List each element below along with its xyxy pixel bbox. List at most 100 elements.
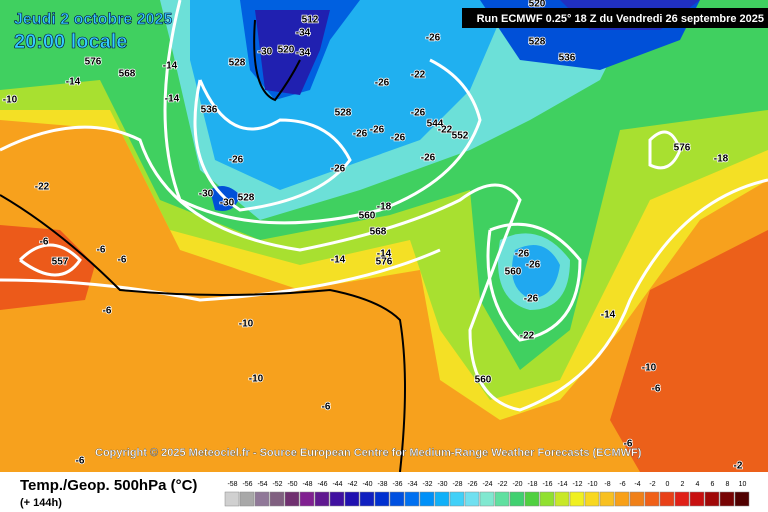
map-label: -2 [734,461,743,472]
map-label: -22 [520,331,535,342]
run: Run ECMWF 0.25° 18 Z du Vendredi 26 sept… [477,13,764,25]
legend-label: -38 [377,481,387,488]
legend-swatch [464,491,480,507]
legend-label: -54 [257,481,267,488]
legend-swatch [269,491,285,507]
map-label: -10 [3,95,18,106]
legend-swatch [509,491,525,507]
map-label: -18 [714,154,729,165]
legend-swatch [539,491,555,507]
map-label: 576 [674,143,691,154]
legend-swatch [449,491,465,507]
map-label: 512 [302,15,319,26]
legend-label: -18 [527,481,537,488]
legend-label: -50 [287,481,297,488]
legend-label: 10 [739,481,747,488]
legend-swatch [224,491,240,507]
map-label: 560 [505,267,522,278]
legend-swatch [599,491,615,507]
map-label: 560 [359,211,376,222]
legend-swatch [554,491,570,507]
legend-swatch [254,491,270,507]
map-label: -26 [229,155,244,166]
legend-swatch [644,491,660,507]
legend-swatch [374,491,390,507]
time: 20:00 locale [14,31,127,53]
map-label: 528 [335,108,352,119]
legend-label: -26 [467,481,477,488]
map-label: -6 [652,384,661,395]
map-label: -26 [526,260,541,271]
legend-swatch [479,491,495,507]
legend-label: 0 [666,481,670,488]
legend-swatch [734,491,750,507]
legend-label: -42 [347,481,357,488]
map-label: -30 [258,47,273,58]
legend-label: 6 [711,481,715,488]
map-label: -14 [331,255,346,266]
legend-label: -48 [302,481,312,488]
legend-label: -20 [512,481,522,488]
map-label: -26 [391,133,406,144]
legend: -58 -56 -54 -52 -50 -48 -46 -44 -42 -40 -38 -36 -34-… [224,481,750,507]
legend-swatch [689,491,705,507]
legend-label: -58 [227,481,237,488]
map-label: 528 [229,58,246,69]
legend-swatch [404,491,420,507]
map-label: 576 [85,57,102,68]
legend-swatch [674,491,690,507]
footer-title: Temp./Geop. 500hPa (°C) [20,477,197,494]
legend-label: -40 [362,481,372,488]
map-label: -22 [411,70,426,81]
legend-label: -28 [452,481,462,488]
map-label: -6 [624,439,633,450]
legend-swatch [629,491,645,507]
legend-swatch [704,491,720,507]
legend-label: -34 [407,481,417,488]
legend-label: -22 [497,481,507,488]
legend-swatch [569,491,585,507]
map-label: -14 [377,249,392,260]
legend-swatch [434,491,450,507]
legend-label: -46 [317,481,327,488]
map-label: -14 [601,310,616,321]
map-label: 536 [559,53,576,64]
map-label: -30 [199,189,214,200]
map-label: 528 [238,193,255,204]
map-label: -26 [353,129,368,140]
map-label: -34 [296,48,311,59]
map-label: 568 [370,227,387,238]
legend-label: 8 [726,481,730,488]
legend-label: -32 [422,481,432,488]
map-label: -22 [35,182,50,193]
legend-swatch [359,491,375,507]
legend-swatch [239,491,255,507]
legend-swatch [284,491,300,507]
map-label: 520 [278,45,295,56]
map-background [0,0,768,472]
legend-label: -24 [482,481,492,488]
legend-label: -12 [572,481,582,488]
map-label: 520 [529,0,546,10]
map-label: -26 [331,164,346,175]
map-label: -6 [97,245,106,256]
map-label: -14 [163,61,178,72]
legend-label: -16 [542,481,552,488]
map-label: -26 [524,294,539,305]
legend-label: -44 [332,481,342,488]
legend-swatch [659,491,675,507]
map-label: 536 [201,105,218,116]
map-label: 568 [119,69,136,80]
map-label: -26 [370,125,385,136]
run-box [462,8,768,28]
legend-label: -52 [272,481,282,488]
map-label: 552 [452,131,469,142]
map-label: 560 [475,375,492,386]
map-label: 576 [376,257,393,268]
legend-label: 2 [681,481,685,488]
legend-swatch [614,491,630,507]
map-label: 544 [427,119,444,130]
map-label: -6 [103,306,112,317]
legend-label: -4 [634,481,640,488]
